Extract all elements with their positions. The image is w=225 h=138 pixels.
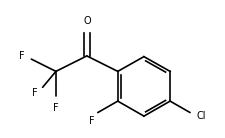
Text: F: F [32,88,38,98]
Text: F: F [88,116,94,126]
Text: Cl: Cl [195,111,205,121]
Text: F: F [53,104,59,113]
Text: O: O [83,16,90,26]
Text: F: F [19,51,25,61]
